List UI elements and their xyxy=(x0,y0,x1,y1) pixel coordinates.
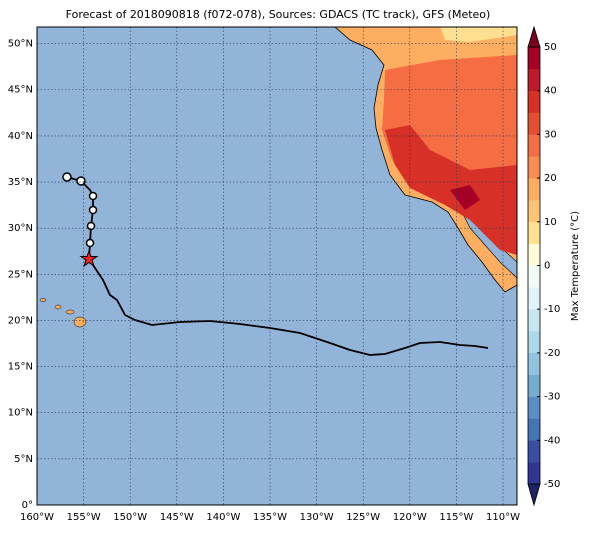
y-tick-label: 45°N xyxy=(8,85,33,96)
colorbar-bin xyxy=(528,243,540,266)
map-title: Forecast of 2018090818 (f072-078), Sourc… xyxy=(66,8,491,21)
x-tick-label: 155°W xyxy=(67,512,101,523)
map-area xyxy=(36,26,518,506)
track-point xyxy=(88,205,98,215)
colorbar-tick-label: 10 xyxy=(544,217,557,228)
colorbar-label: Max Temperature (°C) xyxy=(570,211,581,321)
colorbar-tick-label: -10 xyxy=(544,304,560,315)
colorbar-bin xyxy=(528,199,540,223)
colorbar-bin xyxy=(528,418,540,441)
colorbar-bin xyxy=(528,134,540,157)
current-position xyxy=(79,249,99,268)
island xyxy=(54,304,62,310)
track-point xyxy=(76,176,86,186)
x-tick-label: 140°W xyxy=(206,512,240,523)
colorbar-tick-label: 40 xyxy=(544,86,557,97)
colorbar-bin xyxy=(528,221,540,244)
colorbar-bin xyxy=(528,178,540,201)
colorbar-bin xyxy=(528,309,540,332)
y-tick-label: 5°N xyxy=(14,454,33,465)
hottest-region xyxy=(450,185,480,210)
track-point xyxy=(85,238,95,248)
y-tick-label: 20°N xyxy=(8,315,33,326)
colorbar-bin xyxy=(528,68,540,91)
track-point xyxy=(86,221,96,231)
x-tick-label: 120°W xyxy=(393,512,427,523)
y-tick-label: 0° xyxy=(22,500,33,511)
colorbar-tick-label: 0 xyxy=(544,261,550,272)
island xyxy=(73,316,87,328)
colorbar-bin xyxy=(528,331,540,354)
cool-region xyxy=(440,27,517,42)
y-tick-label: 10°N xyxy=(8,408,33,419)
y-tick-label: 40°N xyxy=(8,131,33,142)
colorbar-bin xyxy=(528,156,540,179)
colorbar-tick-label: 30 xyxy=(544,129,557,140)
colorbar-tick-label: -50 xyxy=(544,479,560,490)
colorbar-bin xyxy=(528,90,540,113)
colorbar-bin xyxy=(528,440,540,463)
island xyxy=(39,298,47,302)
colorbar-bin xyxy=(528,47,540,70)
y-tick-label: 50°N xyxy=(8,39,33,50)
colorbar-bin xyxy=(528,265,540,288)
colorbar-bin xyxy=(528,112,540,135)
x-tick-label: 135°W xyxy=(253,512,287,523)
y-tick-label: 35°N xyxy=(8,177,33,188)
x-tick-label: 160°W xyxy=(20,512,54,523)
x-tick-label: 150°W xyxy=(113,512,147,523)
colorbar-bin xyxy=(528,374,540,397)
track-point xyxy=(62,172,72,182)
y-tick-label: 15°N xyxy=(8,362,33,373)
colorbar-tick-label: 50 xyxy=(544,42,557,53)
y-tick-label: 25°N xyxy=(8,269,33,280)
island xyxy=(65,309,75,315)
map-frame xyxy=(36,26,518,506)
track-points xyxy=(62,172,98,248)
hawaii xyxy=(39,298,87,328)
colorbar-tick-label: -20 xyxy=(544,348,560,359)
colorbar-bin xyxy=(528,462,540,485)
x-tick-label: 125°W xyxy=(346,512,380,523)
x-tick-label: 115°W xyxy=(439,512,473,523)
x-tick-label: 145°W xyxy=(160,512,194,523)
colorbar-tick-label: -40 xyxy=(544,435,560,446)
colorbar-bin xyxy=(528,287,540,310)
x-tick-label: 110°W xyxy=(486,512,520,523)
track-point xyxy=(88,191,98,201)
y-tick-label: 30°N xyxy=(8,223,33,234)
x-tick-label: 130°W xyxy=(300,512,334,523)
colorbar-tick-label: 20 xyxy=(544,173,557,184)
colorbar-bin xyxy=(528,352,540,376)
colorbar-bin xyxy=(528,396,540,419)
colorbar-tick-label: -30 xyxy=(544,392,560,403)
